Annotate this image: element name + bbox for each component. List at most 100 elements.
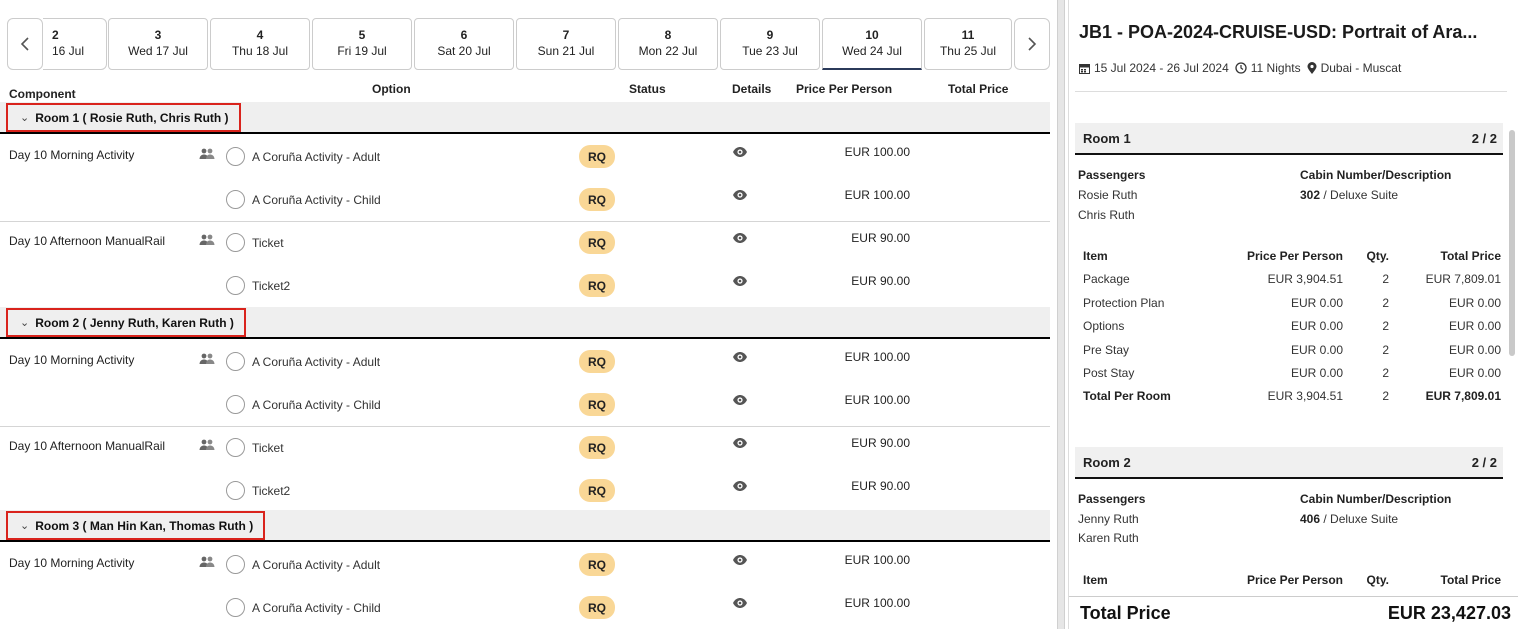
day-number: 8 bbox=[664, 28, 672, 42]
day-tab-9[interactable]: 9 Tue 23 Jul bbox=[720, 18, 820, 70]
item-qty: 2 bbox=[1382, 319, 1389, 333]
eye-icon[interactable] bbox=[732, 351, 748, 363]
pane-splitter[interactable] bbox=[1057, 0, 1065, 629]
price-per-person: EUR 90.00 bbox=[851, 436, 910, 450]
room-1-header[interactable]: ⌄ Room 1 ( Rosie Ruth, Chris Ruth ) bbox=[0, 102, 1050, 134]
option-radio[interactable] bbox=[226, 233, 245, 252]
day-tab-11[interactable]: 11 Thu 25 Jul bbox=[924, 18, 1012, 70]
room-3-header[interactable]: ⌄ Room 3 ( Man Hin Kan, Thomas Ruth ) bbox=[0, 510, 1050, 542]
item-name: Post Stay bbox=[1083, 366, 1135, 380]
col-header-status: Status bbox=[629, 82, 666, 96]
eye-icon[interactable] bbox=[732, 146, 748, 158]
room-header-toggle[interactable]: ⌄ Room 3 ( Man Hin Kan, Thomas Ruth ) bbox=[6, 511, 266, 540]
day-label: Thu 25 Jul bbox=[939, 44, 997, 58]
day-tab-4[interactable]: 4 Thu 18 Jul bbox=[210, 18, 310, 70]
col-header-details: Details bbox=[732, 82, 772, 96]
total-per-room-row: Total Per Room EUR 3,904.51 2 EUR 7,809.… bbox=[1083, 389, 1501, 413]
option-row: Day 10 Morning Activity A Coruña Activity… bbox=[0, 136, 1050, 179]
day-tab-10-active[interactable]: 10 Wed 24 Jul bbox=[822, 18, 922, 70]
option-radio[interactable] bbox=[226, 555, 245, 574]
option-name: Ticket bbox=[252, 441, 284, 455]
day-label: 16 Jul bbox=[52, 44, 85, 58]
next-day-button[interactable] bbox=[1014, 18, 1050, 70]
option-radio[interactable] bbox=[226, 438, 245, 457]
price-per-person: EUR 90.00 bbox=[851, 231, 910, 245]
summary-room-count: 2 / 2 bbox=[1471, 130, 1497, 146]
option-name: A Coruña Activity - Child bbox=[252, 398, 381, 412]
passenger-name: Jenny Ruth bbox=[1078, 512, 1139, 526]
component-name: Day 10 Morning Activity bbox=[9, 148, 135, 162]
option-radio[interactable] bbox=[226, 190, 245, 209]
option-radio[interactable] bbox=[226, 598, 245, 617]
group-icon bbox=[199, 353, 215, 364]
eye-icon[interactable] bbox=[732, 437, 748, 449]
eye-icon[interactable] bbox=[732, 232, 748, 244]
option-row: Day 10 Afternoon ManualRail Ticket RQ EUR 9… bbox=[0, 222, 1050, 265]
chevron-down-icon: ⌄ bbox=[20, 112, 30, 124]
item-ppp: EUR 0.00 bbox=[1290, 366, 1343, 380]
day-label: Fri 19 Jul bbox=[337, 44, 387, 58]
eye-icon[interactable] bbox=[732, 189, 748, 201]
day-number: 7 bbox=[562, 28, 570, 42]
option-row: A Coruña Activity - Child RQ EUR 100.00 bbox=[0, 384, 1050, 427]
room-header-toggle[interactable]: ⌄ Room 2 ( Jenny Ruth, Karen Ruth ) bbox=[6, 308, 246, 337]
item-total: EUR 0.00 bbox=[1448, 342, 1501, 357]
booking-title: JB1 - POA-2024-CRUISE-USD: Portrait of A… bbox=[1079, 22, 1478, 42]
summary-item-row: Options EUR 0.00 2 EUR 0.00 bbox=[1083, 319, 1501, 343]
day-label: Wed 24 Jul bbox=[842, 43, 902, 58]
grand-total-label: Total Price bbox=[1080, 603, 1171, 623]
col-header-component: Component bbox=[9, 87, 76, 101]
cabin-label: Cabin Number/Description bbox=[1300, 492, 1452, 506]
room-header-label: Room 2 ( Jenny Ruth, Karen Ruth ) bbox=[35, 315, 234, 330]
itinerary-options-pane: 2 16 Jul 3 Wed 17 Jul 4 Thu 18 Jul 5 Fri… bbox=[0, 18, 1050, 619]
option-radio[interactable] bbox=[226, 352, 245, 371]
option-radio[interactable] bbox=[226, 395, 245, 414]
eye-icon[interactable] bbox=[732, 554, 748, 566]
summary-scrollbar[interactable] bbox=[1509, 130, 1515, 356]
option-radio[interactable] bbox=[226, 481, 245, 500]
passenger-name: Rosie Ruth bbox=[1078, 188, 1138, 202]
day-tab-6[interactable]: 6 Sat 20 Jul bbox=[414, 18, 514, 70]
eye-icon[interactable] bbox=[732, 394, 748, 406]
day-label: Mon 22 Jul bbox=[638, 44, 698, 58]
option-radio[interactable] bbox=[226, 147, 245, 166]
summary-item-row: Pre Stay EUR 0.00 2 EUR 0.00 bbox=[1083, 343, 1501, 367]
status-badge: RQ bbox=[579, 596, 615, 619]
item-qty: 2 bbox=[1382, 366, 1389, 380]
day-tab-5[interactable]: 5 Fri 19 Jul bbox=[312, 18, 412, 70]
eye-icon[interactable] bbox=[732, 275, 748, 287]
grand-total-value: EUR 23,427.03 bbox=[1387, 603, 1511, 623]
day-label: Thu 18 Jul bbox=[231, 44, 289, 58]
summary-room-count: 2 / 2 bbox=[1471, 454, 1497, 470]
summary-scroll-area[interactable]: Room 1 2 / 2 Passengers Cabin Number/Des… bbox=[1069, 120, 1518, 594]
item-name: Protection Plan bbox=[1083, 295, 1165, 310]
item-ppp: EUR 0.00 bbox=[1290, 342, 1343, 357]
day-tab-7[interactable]: 7 Sun 21 Jul bbox=[516, 18, 616, 70]
price-per-person: EUR 90.00 bbox=[851, 274, 910, 288]
option-radio[interactable] bbox=[226, 276, 245, 295]
booking-nights: 11 Nights bbox=[1250, 61, 1301, 75]
day-tab-3[interactable]: 3 Wed 17 Jul bbox=[108, 18, 208, 70]
col-header-option: Option bbox=[372, 82, 411, 96]
day-tab-8[interactable]: 8 Mon 22 Jul bbox=[618, 18, 718, 70]
option-name: A Coruña Activity - Adult bbox=[252, 150, 381, 164]
day-number: 4 bbox=[256, 28, 264, 42]
location-pin-icon bbox=[1307, 61, 1317, 74]
room-2-header[interactable]: ⌄ Room 2 ( Jenny Ruth, Karen Ruth ) bbox=[0, 307, 1050, 339]
items-col-total: Total Price bbox=[1440, 573, 1501, 587]
items-col-ppp: Price Per Person bbox=[1246, 573, 1343, 587]
day-number: 6 bbox=[460, 28, 468, 42]
eye-icon[interactable] bbox=[732, 597, 748, 609]
cabin-label: Cabin Number/Description bbox=[1300, 168, 1452, 182]
items-header-row: Item Price Per Person Qty. Total Price bbox=[1083, 249, 1501, 273]
item-ppp: EUR 3,904.51 bbox=[1267, 272, 1343, 286]
status-badge: RQ bbox=[579, 145, 615, 168]
room-header-toggle[interactable]: ⌄ Room 1 ( Rosie Ruth, Chris Ruth ) bbox=[6, 103, 241, 132]
day-tab-2[interactable]: 2 16 Jul bbox=[43, 18, 107, 70]
prev-day-button[interactable] bbox=[7, 18, 43, 70]
items-col-ppp: Price Per Person bbox=[1246, 249, 1343, 263]
group-icon bbox=[199, 234, 215, 245]
eye-icon[interactable] bbox=[732, 480, 748, 492]
status-badge: RQ bbox=[579, 350, 615, 373]
booking-dates: 15 Jul 2024 - 26 Jul 2024 bbox=[1094, 61, 1229, 75]
